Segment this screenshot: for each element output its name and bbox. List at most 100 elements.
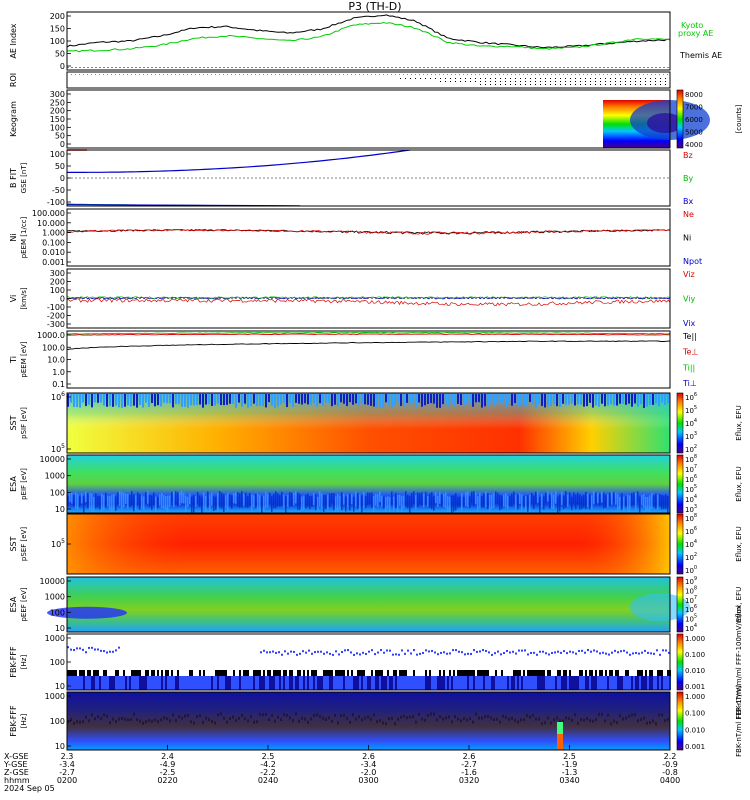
colorbar-tick-label: 0.001 [685, 683, 705, 691]
spectrogram-stripe [79, 670, 81, 676]
spectrogram-stripe [171, 676, 173, 690]
spectrogram-stripe [667, 717, 669, 721]
spectrogram-stripe [277, 715, 279, 719]
spectrogram-stripe [651, 676, 653, 690]
roi-mark [427, 74, 428, 75]
roi-mark [490, 84, 491, 85]
spectrogram-stripe [147, 491, 149, 504]
roi-mark [480, 84, 481, 85]
spectrogram-stripe [529, 394, 531, 403]
spectrogram-stripe [460, 719, 462, 723]
spectrogram-stripe [453, 676, 455, 690]
roi-mark [510, 81, 511, 82]
spectrogram-stripe [661, 676, 663, 690]
spectrogram-stripe [178, 715, 180, 719]
spectrogram-stripe [519, 676, 521, 690]
spectrogram-stripe [585, 676, 587, 690]
spectrogram-stripe [269, 670, 271, 676]
spectrogram-stripe [99, 496, 101, 510]
roi-mark [570, 84, 571, 85]
spectrogram-stripe [268, 717, 270, 721]
roi-mark [607, 74, 608, 75]
spectrogram-stripe [105, 492, 107, 508]
legend-themis-ae: Themis AE [679, 51, 722, 60]
spectrogram-stripe [579, 670, 581, 676]
spectrogram-stripe [225, 670, 227, 676]
roi-mark [359, 74, 360, 75]
spectrogram-stripe [67, 394, 69, 407]
spectrogram-stripe [109, 394, 111, 407]
y-tick-label: 0 [60, 62, 65, 71]
roi-mark [570, 81, 571, 82]
colorbar-tick-label: 105 [685, 484, 697, 494]
y-tick-label: 100 [50, 488, 65, 497]
spectrogram-stripe [592, 719, 594, 723]
spectrogram-stripe [425, 676, 427, 690]
spectrogram-stripe [115, 496, 117, 511]
spectrogram-stripe [665, 676, 667, 690]
spectrogram-stripe [367, 676, 369, 690]
spectrogram-stripe [267, 670, 269, 676]
spectrogram-stripe [211, 394, 213, 406]
spectrogram-stripe [643, 716, 645, 720]
roi-mark [191, 74, 192, 75]
spectrogram-stripe [409, 394, 411, 403]
spectrogram-stripe [209, 494, 211, 513]
roi-mark [651, 74, 652, 75]
spectrogram-stripe [533, 676, 535, 690]
spectrogram-stripe [575, 676, 577, 690]
spectrogram-stripe [421, 676, 423, 690]
roi-mark [540, 81, 541, 82]
spectrogram-dot [587, 649, 589, 652]
spectrogram-dot [446, 652, 448, 655]
roi-mark [625, 81, 626, 82]
colorbar-tick-label: 103 [685, 431, 697, 441]
spectrogram-stripe [345, 496, 347, 512]
spectrogram-feature [630, 593, 690, 622]
x-tick-label: -1.3 [562, 768, 578, 777]
spectrogram-dot [115, 649, 117, 652]
roi-mark [467, 74, 468, 75]
spectrogram-dot [371, 649, 373, 652]
spectrogram-stripe [181, 394, 183, 407]
spectrogram-dot [109, 650, 111, 653]
spectrogram-stripe [499, 720, 501, 724]
y-tick-label: 200 [50, 12, 65, 21]
spectrogram-stripe [253, 720, 255, 724]
y-tick-label: 10000 [40, 577, 65, 586]
roi-mark [303, 74, 304, 75]
spectrogram-stripe [103, 670, 105, 676]
spectrogram-dot [467, 652, 469, 655]
spectrogram-stripe [89, 676, 91, 690]
spectrogram-stripe [315, 670, 317, 676]
spectrogram-dot [524, 649, 526, 652]
spectrogram-stripe [71, 670, 73, 676]
spectrogram-stripe [334, 713, 336, 717]
spectrogram-spike [557, 722, 563, 734]
spectrogram-stripe [609, 670, 611, 676]
spectrogram-stripe [599, 676, 601, 690]
spectrogram-stripe [559, 494, 561, 512]
colorbar-tick-label: 108 [685, 585, 697, 595]
spectrogram-stripe [485, 670, 487, 676]
colorbar [676, 576, 684, 633]
y-axis-label: ESA [9, 476, 18, 492]
spectrogram-stripe [550, 721, 552, 725]
y-axis-label: Ni [9, 233, 18, 241]
spectrogram-stripe [313, 394, 315, 404]
spectrogram-stripe [358, 715, 360, 719]
y-tick-label: -100 [47, 198, 65, 207]
spectrogram-stripe [184, 394, 186, 407]
spectrogram-dot [518, 649, 520, 652]
roi-mark [175, 74, 176, 75]
spectrogram-stripe [595, 718, 597, 722]
roi-mark [640, 78, 641, 79]
spectrogram-stripe [199, 714, 201, 718]
spectrogram-stripe [247, 394, 249, 408]
spectrogram-stripe [637, 676, 639, 690]
spectrogram-stripe [77, 676, 79, 690]
spectrogram-stripe [568, 394, 570, 405]
spectrogram-stripe [163, 716, 165, 720]
roi-mark [295, 74, 296, 75]
